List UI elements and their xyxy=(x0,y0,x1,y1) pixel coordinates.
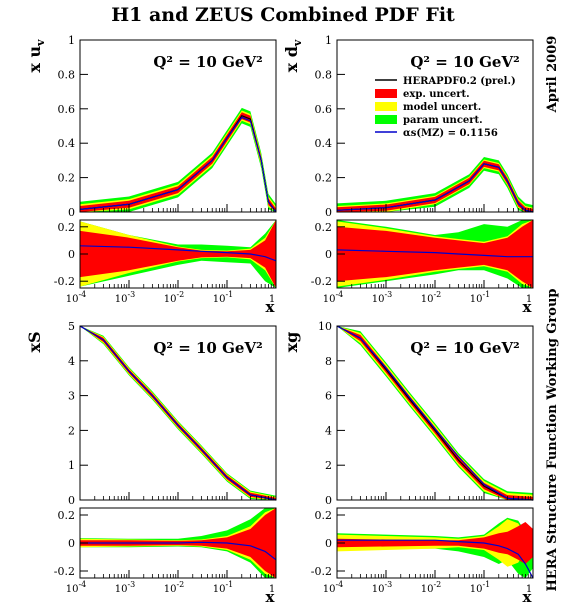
y-tick-label: 2 xyxy=(325,459,332,472)
y-tick-label: 0 xyxy=(68,537,75,550)
y-tick-label: 0.2 xyxy=(58,221,76,234)
y-tick-label: 0 xyxy=(325,206,332,219)
y-axis-label: x dv xyxy=(282,39,304,72)
q2-label: Q² = 10 GeV² xyxy=(410,53,519,71)
q2-label: Q² = 10 GeV² xyxy=(153,339,262,357)
ratio-exp-band xyxy=(80,220,276,288)
y-tick-label: 0 xyxy=(68,494,75,507)
x-tick-label: 10-3 xyxy=(372,580,393,595)
y-tick-label: 0.2 xyxy=(58,509,76,522)
x-tick-label: 10-3 xyxy=(115,580,136,595)
alphas-curve xyxy=(336,325,534,501)
y-tick-label: 0.8 xyxy=(58,68,76,81)
side-label-date: April 2009 xyxy=(545,36,560,114)
x-tick-label: 10-3 xyxy=(372,290,393,305)
y-tick-label: 1 xyxy=(68,34,75,47)
x-tick-label: 10-2 xyxy=(164,580,185,595)
x-tick-label: 10-1 xyxy=(213,290,234,305)
y-tick-label: 0 xyxy=(325,248,332,261)
x-tick-label: 10-2 xyxy=(421,290,442,305)
y-tick-label: 1 xyxy=(325,34,332,47)
legend-swatch xyxy=(375,115,397,124)
y-tick-label: 0.4 xyxy=(315,137,333,150)
figure-title: H1 and ZEUS Combined PDF Fit xyxy=(111,4,455,26)
y-tick-label: 0.2 xyxy=(58,172,76,185)
x-tick-label: 10-4 xyxy=(323,580,344,595)
legend-entry: model uncert. xyxy=(403,102,481,113)
y-tick-label: 8 xyxy=(325,355,332,368)
y-tick-label: 0.4 xyxy=(58,137,76,150)
y-tick-label: -0.2 xyxy=(54,275,75,288)
ratio-alphas-curve xyxy=(336,249,533,258)
ratio-alphas-curve xyxy=(80,541,277,561)
ratio-exp-band xyxy=(337,220,533,288)
x-tick-label: 10-4 xyxy=(323,290,344,305)
ratio-alphas-curve xyxy=(337,539,534,579)
exp-uncert-band xyxy=(80,326,276,500)
y-tick-label: -0.2 xyxy=(311,275,332,288)
x-tick-label: 1 xyxy=(269,584,275,595)
x-tick-label: 10-1 xyxy=(470,290,491,305)
legend-swatch xyxy=(375,102,397,111)
y-tick-label: -0.2 xyxy=(311,565,332,578)
x-tick-label: 1 xyxy=(526,294,532,305)
x-tick-label: 10-1 xyxy=(470,580,491,595)
exp-uncert-band xyxy=(337,160,533,212)
alphas-curve xyxy=(79,325,277,501)
x-tick-label: 1 xyxy=(526,584,532,595)
y-tick-label: 0.2 xyxy=(315,172,333,185)
x-tick-label: 10-2 xyxy=(421,580,442,595)
x-tick-label: 10-1 xyxy=(213,580,234,595)
legend-entry: αs(MZ) = 0.1156 xyxy=(403,128,498,139)
y-tick-label: 4 xyxy=(68,355,75,368)
legend: HERAPDF0.2 (prel.) exp. uncert. model unce… xyxy=(375,76,516,139)
ratio-exp-band xyxy=(337,522,533,564)
x-tick-label: 10-2 xyxy=(164,290,185,305)
y-axis-label: x uv xyxy=(25,39,47,73)
q2-label: Q² = 10 GeV² xyxy=(153,53,262,71)
x-tick-label: 10-3 xyxy=(115,290,136,305)
y-tick-label: 0.2 xyxy=(315,509,333,522)
ratio-alphas-curve xyxy=(79,245,277,262)
legend-entry: HERAPDF0.2 (prel.) xyxy=(403,76,516,87)
x-tick-label: 10-4 xyxy=(66,290,87,305)
y-tick-label: 0 xyxy=(68,248,75,261)
y-tick-label: 0.8 xyxy=(315,68,333,81)
y-tick-label: 6 xyxy=(325,390,332,403)
y-axis-label: xg xyxy=(282,332,301,353)
alphas-curve xyxy=(79,116,277,213)
y-tick-label: 0 xyxy=(325,537,332,550)
y-tick-label: -0.2 xyxy=(54,565,75,578)
y-tick-label: 0.6 xyxy=(58,103,76,116)
x-axis-label: x xyxy=(523,588,533,606)
alphas-curve xyxy=(336,163,534,213)
param-uncert-band xyxy=(80,107,276,212)
legend-entry: exp. uncert. xyxy=(403,89,470,100)
x-axis-label: x xyxy=(523,298,533,316)
y-tick-label: 2 xyxy=(68,424,75,437)
legend-swatch xyxy=(375,89,397,98)
x-tick-label: 10-4 xyxy=(66,580,87,595)
x-axis-label: x xyxy=(266,298,276,316)
y-tick-label: 5 xyxy=(68,320,75,333)
y-tick-label: 4 xyxy=(325,424,332,437)
y-tick-label: 1 xyxy=(68,459,75,472)
central-curve xyxy=(79,114,277,213)
y-tick-label: 10 xyxy=(318,320,332,333)
y-tick-label: 0.6 xyxy=(315,103,333,116)
x-tick-label: 1 xyxy=(269,294,275,305)
x-axis-label: x xyxy=(266,588,276,606)
y-tick-label: 0.2 xyxy=(315,221,333,234)
y-tick-label: 0 xyxy=(68,206,75,219)
q2-label: Q² = 10 GeV² xyxy=(410,339,519,357)
y-tick-label: 3 xyxy=(68,390,75,403)
legend-entry: param uncert. xyxy=(403,115,483,126)
y-axis-label: xS xyxy=(25,331,44,352)
side-label-group: HERA Structure Function Working Group xyxy=(545,289,560,592)
y-tick-label: 0 xyxy=(325,494,332,507)
